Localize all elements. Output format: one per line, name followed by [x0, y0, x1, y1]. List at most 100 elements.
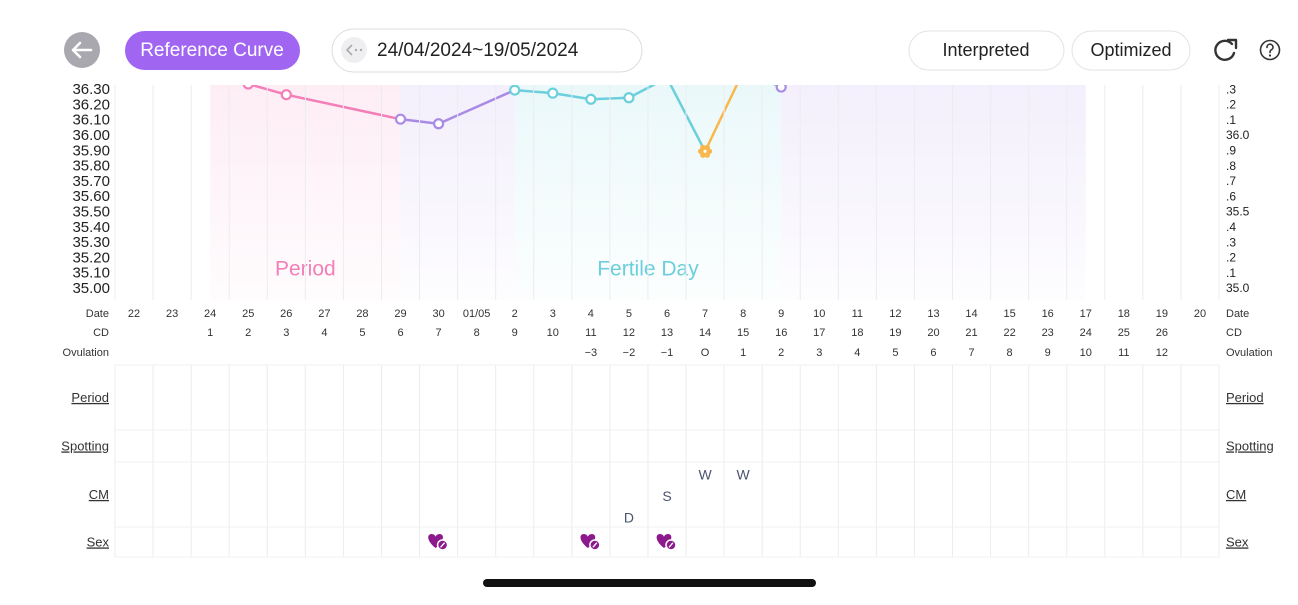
button-label: Optimized	[1090, 40, 1171, 60]
badge-slash	[668, 542, 674, 548]
row-cell: 7	[968, 347, 974, 359]
row-cell: 6	[930, 347, 936, 359]
row-cell: 1	[740, 347, 746, 359]
row-cell: 10	[1080, 347, 1092, 359]
row-cell: 10	[813, 308, 825, 320]
y-tick-label: 35.60	[72, 188, 110, 205]
row-cell: 2	[778, 347, 784, 359]
record-label: CM	[1226, 487, 1246, 502]
y-tick-label: 36.00	[72, 127, 110, 144]
y-tick-label: 36.10	[72, 112, 110, 129]
y2-tick-label: .3	[1226, 82, 1236, 96]
row-cell: 26	[280, 308, 292, 320]
row-cell: 7	[702, 308, 708, 320]
y-tick-label: 35.10	[72, 265, 110, 282]
row-cell: 3	[816, 347, 822, 359]
row-cell: 14	[965, 308, 977, 320]
y-tick-label: 35.50	[72, 203, 110, 220]
back-button[interactable]	[64, 32, 100, 68]
y2-tick-label: .6	[1226, 189, 1236, 203]
row-cell: 18	[851, 327, 863, 339]
row-cell: 9	[778, 308, 784, 320]
interpreted-button[interactable]: Interpreted	[908, 30, 1065, 71]
row-cell: 6	[397, 327, 403, 339]
row-cell: 5	[626, 308, 632, 320]
y-tick-label: 35.80	[72, 158, 110, 175]
date-range: 24/04/2024~19/05/2024	[377, 40, 579, 61]
row-cell: 19	[1156, 308, 1168, 320]
row-cell: 13	[661, 327, 673, 339]
reference-curve-button[interactable]: Reference Curve	[125, 31, 300, 70]
temperature-point	[663, 73, 672, 82]
record-label: Sex	[1226, 534, 1249, 549]
cm-entry: W	[737, 467, 751, 483]
row-cell: −1	[661, 347, 674, 359]
button-label: Reference Curve	[140, 40, 284, 61]
row-cell: 5	[892, 347, 898, 359]
y2-tick-label: 35.0	[1226, 281, 1250, 295]
row-cell: 4	[854, 347, 860, 359]
record-label: Period	[71, 390, 109, 405]
row-cell: 6	[664, 308, 670, 320]
temperature-point	[509, 85, 521, 96]
temperature-point	[775, 85, 787, 93]
optimized-button[interactable]: Optimized	[1071, 30, 1191, 71]
row-cell: 19	[889, 327, 901, 339]
row-cell: 12	[1156, 347, 1168, 359]
y2-tick-label: .3	[1226, 235, 1236, 249]
y-tick-label: 35.90	[72, 142, 110, 159]
help-icon[interactable]	[1259, 39, 1281, 61]
line-segment	[438, 88, 516, 125]
row-cell: 11	[1118, 347, 1129, 359]
row-cell: 29	[394, 308, 406, 320]
row-cell: 4	[588, 308, 594, 320]
row-cell: 4	[321, 327, 327, 339]
row-cell: 20	[1194, 308, 1206, 320]
y2-tick-label: .9	[1226, 143, 1236, 157]
y2-tick-label: .1	[1226, 266, 1236, 280]
cm-entry: D	[624, 510, 634, 526]
y2-tick-label: .4	[1226, 220, 1236, 234]
y2-tick-label: .8	[1226, 159, 1236, 173]
row-label: Date	[86, 308, 109, 320]
cm-entry: W	[698, 467, 712, 483]
record-label: Period	[1226, 390, 1264, 405]
y2-tick-label: .2	[1226, 251, 1236, 265]
row-cell: 23	[1042, 327, 1054, 339]
badge-slash	[592, 542, 598, 548]
row-cell: 25	[1118, 327, 1130, 339]
share-icon[interactable]	[1214, 38, 1238, 61]
row-cell: 14	[699, 327, 711, 339]
record-label: Spotting	[1226, 438, 1274, 453]
row-cell: 25	[242, 308, 254, 320]
temperature-point	[585, 93, 597, 105]
row-label: Ovulation	[63, 347, 109, 359]
y2-tick-label: .2	[1226, 98, 1236, 112]
sex-icon	[656, 534, 677, 551]
sex-icon	[428, 534, 449, 551]
record-label: Spotting	[61, 438, 109, 453]
row-cell: 5	[359, 327, 365, 339]
y-tick-label: 35.40	[72, 219, 110, 236]
cm-entry: S	[662, 488, 671, 504]
row-cell: 11	[585, 327, 596, 339]
row-cell: 22	[128, 308, 140, 320]
row-cell: 24	[204, 308, 216, 320]
row-cell: −2	[623, 347, 636, 359]
temperature-point	[623, 92, 635, 104]
row-cell: 16	[1042, 308, 1054, 320]
row-label: Ovulation	[1226, 347, 1272, 359]
y-tick-label: 35.30	[72, 234, 110, 251]
y-tick-label: 35.70	[72, 173, 110, 190]
temperature-point	[394, 113, 407, 125]
row-cell: 3	[283, 327, 289, 339]
row-cell: 22	[1003, 327, 1015, 339]
row-cell: 7	[436, 327, 442, 339]
row-cell: 3	[550, 308, 556, 320]
date-range-picker[interactable]: 24/04/2024~19/05/2024	[331, 28, 643, 73]
y2-tick-label: 36.0	[1226, 128, 1250, 142]
row-cell: 11	[852, 308, 863, 320]
home-indicator	[483, 579, 816, 587]
row-cell: 17	[813, 327, 825, 339]
